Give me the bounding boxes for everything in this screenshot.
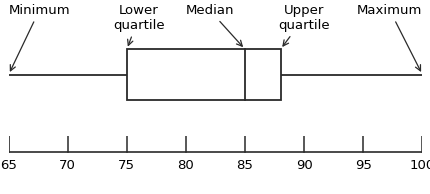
Text: 65: 65 — [0, 159, 17, 172]
Text: Minimum: Minimum — [9, 4, 70, 71]
Text: Maximum: Maximum — [356, 4, 421, 71]
Text: Lower
quartile: Lower quartile — [113, 4, 164, 45]
Text: 70: 70 — [59, 159, 76, 172]
Text: 85: 85 — [236, 159, 253, 172]
Text: Upper
quartile: Upper quartile — [278, 4, 329, 46]
Text: 75: 75 — [118, 159, 135, 172]
Text: 80: 80 — [177, 159, 194, 172]
Text: Median: Median — [185, 4, 242, 46]
Text: 100: 100 — [409, 159, 430, 172]
Text: 90: 90 — [295, 159, 312, 172]
Text: 95: 95 — [354, 159, 371, 172]
Bar — [126, 49, 280, 100]
